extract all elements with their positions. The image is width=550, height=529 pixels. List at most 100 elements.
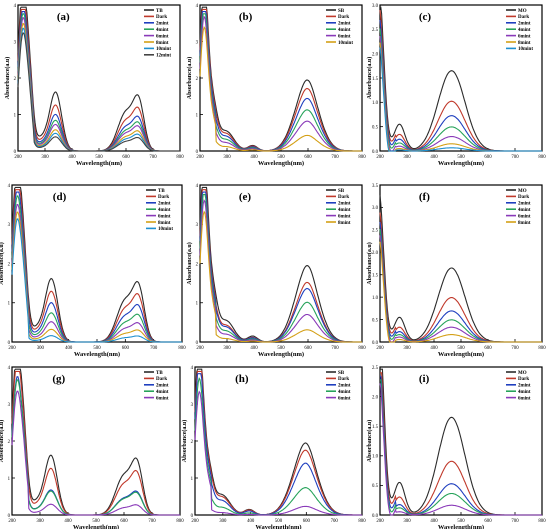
panel-e: 200 300 400 500 600 700 800 0 1 2 3 4 Wavelength(nm)…: [186, 184, 366, 358]
y-tick-label: 2.0: [372, 251, 379, 256]
panel-label: (h): [235, 373, 249, 385]
series-line-sb: [199, 186, 362, 343]
y-tick-label: 2: [196, 77, 199, 82]
y-tick-label: 2.5: [372, 28, 379, 33]
legend-label: 4mint: [156, 390, 169, 395]
legend-label: TB: [156, 9, 163, 14]
y-axis-label: Absorbance(a.u): [186, 57, 193, 100]
x-tick-label: 700: [331, 346, 339, 351]
x-tick-label: 400: [65, 346, 73, 351]
series-line-6mint: [11, 203, 182, 343]
y-tick-label: 3: [191, 403, 194, 408]
legend-label: 2mint: [518, 202, 531, 207]
plot-frame: [17, 4, 181, 152]
x-tick-label: 800: [358, 346, 366, 351]
x-tick-label: 700: [511, 155, 519, 160]
panel-label: (a): [57, 11, 70, 23]
y-tick-label: 2: [191, 440, 194, 445]
y-tick-label: 3: [196, 223, 199, 228]
legend-label: SB: [338, 371, 345, 376]
series-line-2mint: [194, 373, 362, 516]
panel-h: 200 300 400 500 600 700 800 0 1 2 3 4 Wavelength(nm)…: [181, 366, 366, 529]
y-tick-label: 1.0: [372, 296, 379, 301]
x-axis-label: Wavelength(nm): [438, 524, 484, 529]
panel-d: 200 300 400 500 600 700 800 0 1 2 3 4 Wavelength(nm)…: [0, 184, 186, 358]
x-tick-label: 400: [250, 346, 258, 351]
x-tick-label: 200: [376, 519, 384, 524]
x-tick-label: 200: [8, 346, 16, 351]
plot-frame: [379, 4, 543, 152]
y-tick-label: 4: [8, 184, 11, 189]
x-tick-label: 700: [331, 519, 339, 524]
series-line-10mint: [199, 26, 362, 152]
y-axis-label: Absorbance(a.u): [181, 420, 188, 463]
legend-label: Dark: [518, 15, 529, 20]
x-tick-label: 200: [376, 346, 384, 351]
x-tick-label: 500: [457, 519, 465, 524]
plot-frame: [11, 366, 181, 516]
y-tick-label: 2: [8, 262, 11, 267]
series-line-6mint: [379, 383, 542, 516]
legend-label: 2mint: [518, 384, 531, 389]
series-line-4mint: [11, 379, 180, 516]
y-tick-label: 3.5: [372, 184, 379, 189]
x-tick-label: 400: [247, 519, 255, 524]
x-tick-label: 200: [376, 155, 384, 160]
y-tick-label: 0: [8, 341, 11, 346]
y-tick-label: 3: [196, 40, 199, 45]
series-line-12mint: [17, 32, 180, 152]
panel-label: (d): [53, 191, 67, 203]
x-tick-label: 600: [304, 155, 312, 160]
legend-label: 2mint: [338, 384, 351, 389]
x-tick-label: 500: [95, 155, 103, 160]
x-tick-label: 200: [196, 155, 204, 160]
y-tick-label: 4: [14, 4, 17, 9]
y-tick-label: 1: [14, 113, 17, 118]
y-tick-label: 2: [14, 77, 17, 82]
legend-label: 8mint: [156, 41, 169, 46]
legend-label: 6mint: [338, 396, 351, 401]
x-tick-label: 200: [8, 519, 16, 524]
x-axis-label: Wavelength(nm): [76, 160, 122, 167]
series-line-6mint: [199, 199, 362, 343]
y-axis-label: Absorbance(a.u): [366, 242, 373, 285]
series-line-tb: [11, 186, 182, 343]
legend-label: 4mint: [338, 208, 351, 213]
x-tick-label: 300: [37, 346, 45, 351]
y-tick-label: 0: [196, 341, 199, 346]
x-tick-label: 800: [538, 155, 546, 160]
series-line-dark: [11, 189, 182, 343]
x-axis-label: Wavelength(nm): [438, 160, 484, 167]
legend-label: 6mint: [338, 214, 351, 219]
y-axis-label: Absorbance(a.u): [186, 242, 193, 285]
x-tick-label: 600: [303, 519, 311, 524]
legend-label: 4mint: [518, 28, 531, 33]
legend-label: TB: [158, 189, 165, 194]
series-line-2mint: [199, 11, 362, 152]
x-tick-label: 600: [122, 155, 130, 160]
series-line-6mint: [194, 390, 362, 516]
y-tick-label: 0: [191, 514, 194, 519]
x-tick-label: 700: [331, 155, 339, 160]
series-line-4mint: [199, 13, 362, 152]
legend-label: 6mint: [518, 34, 531, 39]
plot-frame: [194, 366, 363, 516]
x-axis-label: Wavelength(nm): [74, 351, 120, 358]
y-axis-label: Absorbance(a.u): [366, 57, 373, 100]
panel-b: 200 300 400 500 600 700 800 0 1 2 3 4 Wavelength(nm)…: [186, 4, 366, 167]
y-tick-label: 1: [196, 113, 199, 118]
series-line-8mint: [379, 241, 542, 343]
series-line-2mint: [11, 376, 180, 516]
panel-label: (g): [52, 373, 65, 385]
x-tick-label: 200: [14, 155, 22, 160]
legend-label: Dark: [156, 377, 167, 382]
legend-label: 2mint: [156, 384, 169, 389]
y-tick-label: 2: [196, 262, 199, 267]
y-tick-label: 2.5: [372, 229, 379, 234]
y-tick-label: 2.0: [372, 52, 379, 57]
legend-label: 4mint: [518, 390, 531, 395]
x-tick-label: 600: [122, 346, 130, 351]
legend-label: MO: [518, 9, 527, 14]
legend-label: 2mint: [338, 202, 351, 207]
